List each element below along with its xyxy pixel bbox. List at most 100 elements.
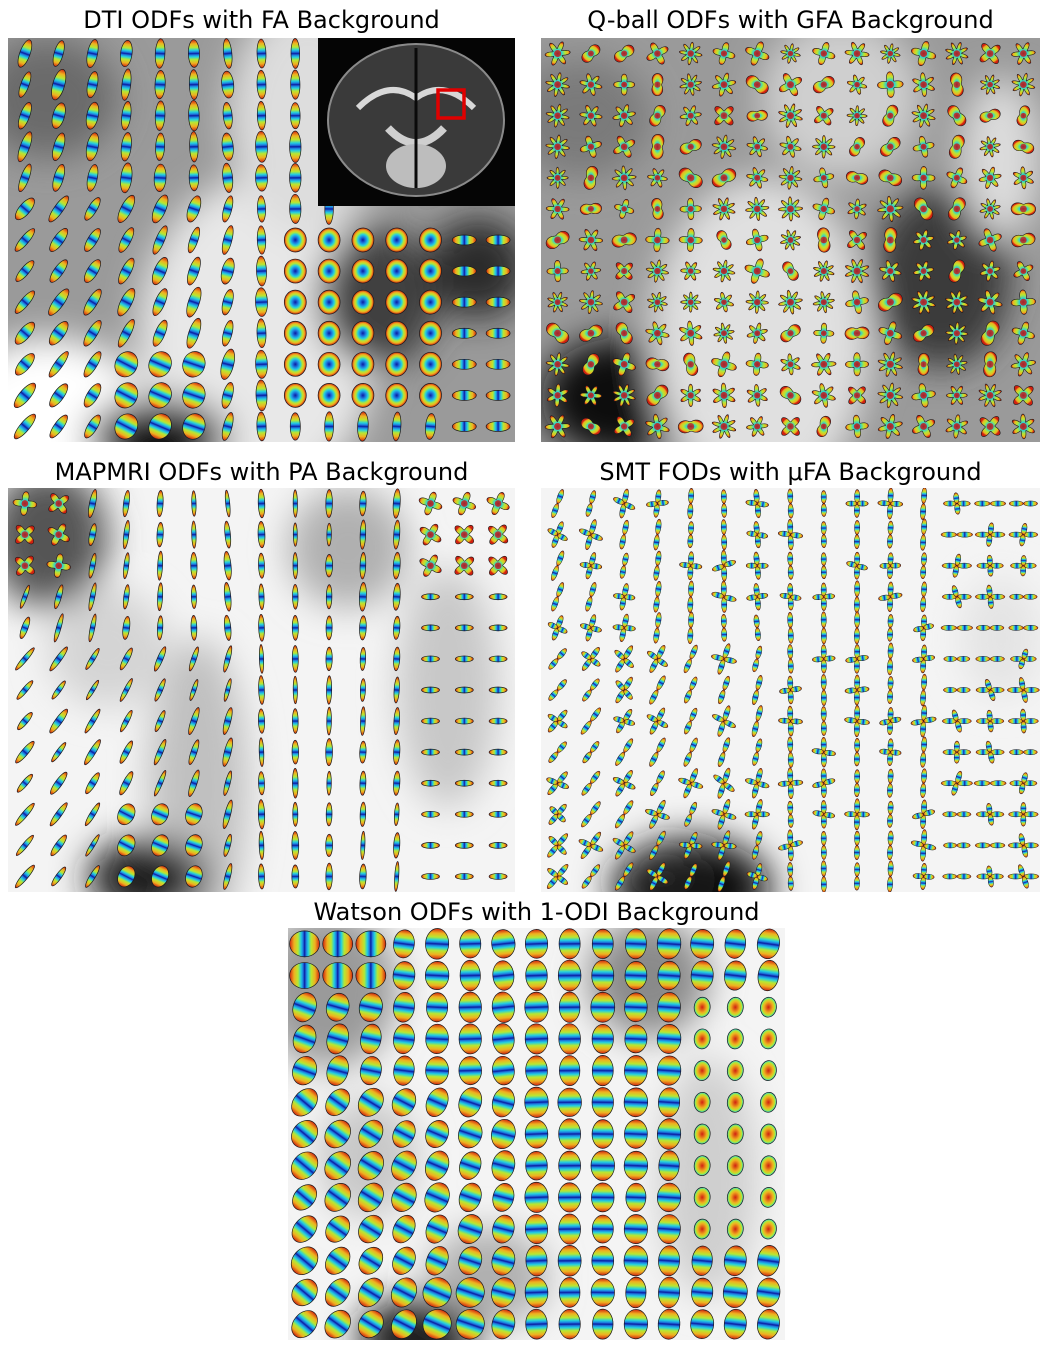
odf-glyph [658,1087,681,1118]
glyph-core [460,562,468,570]
odf-glyph [645,799,670,829]
glyph-surface [283,289,307,315]
odf-glyph [579,202,602,215]
odf-glyph [525,960,548,992]
odf-glyph [157,582,164,612]
odf-glyph [687,521,694,548]
glyph-surface [14,321,36,345]
glyph-surface [422,1277,452,1308]
odf-glyph [1008,522,1039,547]
odf-glyph [391,1150,417,1181]
glyph-surface [154,70,166,100]
glyph-surface [154,710,166,733]
glyph-core [754,298,761,306]
glyph-surface [488,624,508,632]
glyph-surface [223,550,232,581]
odf-glyph [653,518,662,551]
odf-glyph [88,582,97,612]
glyph-surface [358,992,383,1022]
glyph-surface [693,1060,711,1081]
odf-glyph [457,1214,483,1244]
odf-glyph [545,134,570,159]
glyph-surface [256,69,267,100]
odf-glyph [15,260,35,282]
odf-glyph [222,162,234,193]
odf-glyph [1012,166,1034,190]
fod-lobe [613,593,625,600]
fod-lobe [887,876,893,892]
odf-glyph [485,358,511,370]
odf-glyph [911,383,936,408]
glyph-surface [485,390,511,401]
glyph-surface [393,1023,415,1055]
odf-glyph [393,519,401,550]
fod-lobe [942,811,958,818]
fod-lobe [943,842,958,849]
odf-glyph [940,770,973,796]
odf-glyph [454,524,474,545]
odf-glyph [777,518,804,551]
glyph-core [820,360,828,368]
odf-glyph [713,767,735,799]
odf-glyph [579,73,603,96]
fod-lobe [986,554,993,566]
odf-glyph [912,72,935,97]
glyph-grid [12,488,510,892]
glyph-surface [292,583,299,610]
odf-glyph [614,44,635,63]
odf-glyph [422,1277,452,1308]
odf-glyph [488,748,508,756]
odf-glyph [488,779,508,787]
odf-glyph [879,260,902,283]
odf-glyph [684,863,698,890]
glyph-surface [690,960,714,991]
glyph-surface [623,1150,649,1181]
odf-glyph [546,771,569,796]
odf-glyph [746,583,769,611]
odf-glyph [157,615,164,641]
odf-glyph [912,799,935,829]
fod-lobe [989,656,1005,662]
odf-glyph [357,1151,384,1181]
odf-glyph [48,351,69,378]
glyph-surface [591,928,614,959]
odf-glyph [693,1091,711,1113]
glyph-core [620,174,628,182]
odf-glyph [524,1277,549,1308]
panel-watson: Watson ODFs with 1-ODI Background [288,892,785,1344]
glyph-surface [591,1023,614,1054]
fod-lobe [955,770,963,784]
glyph-core [953,174,960,181]
odf-glyph [117,865,136,888]
glyph-surface [451,358,477,370]
fod-lobe [1009,749,1024,756]
odf-glyph [745,41,770,66]
glyph-surface [623,1245,649,1277]
fod-lobe [887,614,894,629]
glyph-surface [292,992,317,1023]
glyph-core [987,205,994,212]
odf-glyph [624,1055,648,1087]
odf-glyph [258,737,265,767]
glyph-core [853,236,861,244]
odf-glyph [524,1023,549,1055]
odf-glyph [613,708,636,734]
odf-glyph [854,520,860,550]
background-blob [48,588,168,708]
fod-lobe [778,843,791,851]
odf-glyph [887,800,894,828]
fod-lobe [820,534,827,548]
odf-glyph [325,1246,351,1275]
odf-glyph [726,1187,744,1208]
fod-lobe [613,716,625,723]
odf-glyph [716,230,732,250]
odf-glyph [88,489,97,518]
odf-glyph [942,811,972,818]
fod-lobe [684,813,692,827]
odf-glyph [187,226,200,254]
odf-glyph [845,644,869,674]
glyph-core [587,236,595,244]
glyph-surface [223,582,232,612]
odf-glyph [613,291,636,313]
odf-glyph [48,321,69,346]
